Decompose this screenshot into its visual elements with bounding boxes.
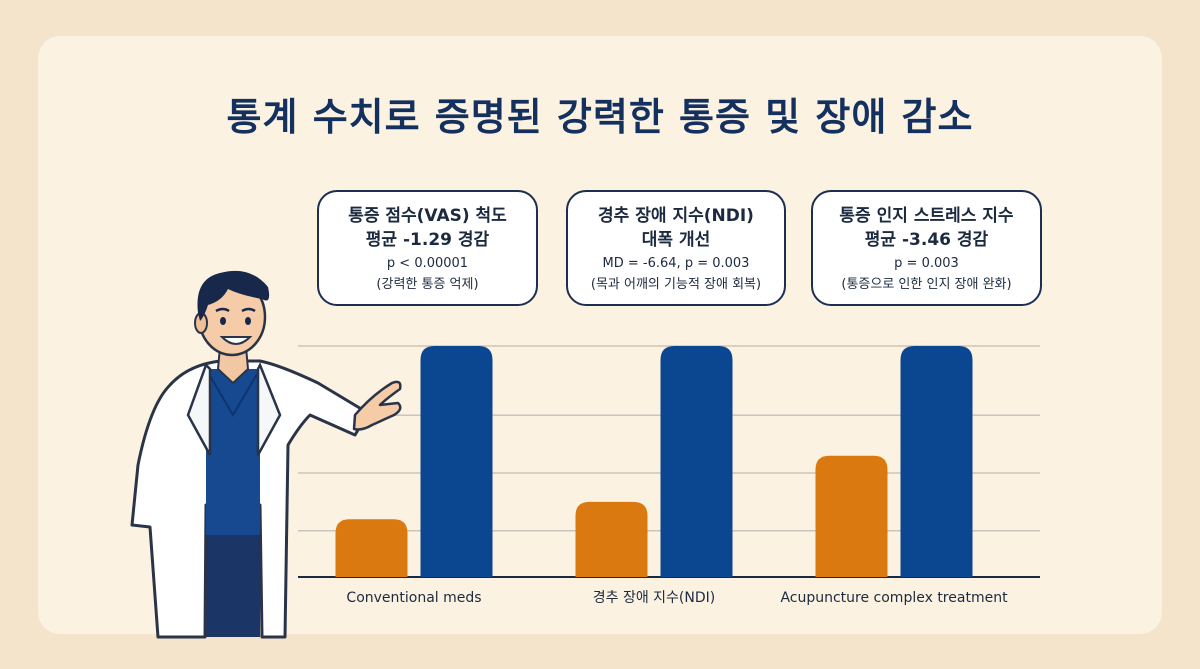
callout-note: (강력한 통증 억제) bbox=[376, 277, 479, 292]
callout-subheading: 대폭 개선 bbox=[641, 230, 711, 250]
callout-note: (목과 어깨의 기능적 장애 회복) bbox=[590, 277, 762, 292]
x-tick-label: 경추 장애 지수(NDI) bbox=[593, 590, 716, 606]
bar-orange bbox=[335, 519, 408, 577]
bar-blue bbox=[420, 346, 493, 577]
chart-bars bbox=[335, 346, 973, 577]
bar-blue bbox=[660, 346, 733, 577]
x-tick-label: Conventional meds bbox=[346, 590, 481, 606]
bar-orange bbox=[575, 501, 648, 577]
callout-subheading: 평균 -1.29 경감 bbox=[365, 230, 490, 250]
callout-subheading: 평균 -3.46 경감 bbox=[864, 230, 989, 250]
callout-heading: 통증 인지 스트레스 지수 bbox=[839, 206, 1014, 226]
callout-stress: 통증 인지 스트레스 지수 평균 -3.46 경감 p = 0.003 (통증으… bbox=[811, 190, 1042, 306]
x-axis-labels: Conventional meds 경추 장애 지수(NDI) Acupunctur… bbox=[346, 590, 1008, 606]
bar-blue bbox=[900, 346, 973, 577]
callout-vas: 통증 점수(VAS) 척도 평균 -1.29 경감 p < 0.00001 (강… bbox=[317, 190, 538, 306]
callout-stat: MD = -6.64, p = 0.003 bbox=[602, 256, 750, 271]
page-title: 통계 수치로 증명된 강력한 통증 및 장애 감소 bbox=[226, 95, 974, 139]
x-tick-label: Acupuncture complex treatment bbox=[780, 590, 1008, 606]
callout-stat: p < 0.00001 bbox=[386, 256, 469, 271]
bar-orange bbox=[815, 455, 888, 577]
callout-ndi: 경추 장애 지수(NDI) 대폭 개선 MD = -6.64, p = 0.00… bbox=[566, 190, 786, 306]
callout-stat: p = 0.003 bbox=[894, 256, 959, 271]
doctor-illustration bbox=[130, 270, 402, 639]
callout-note: (통증으로 인한 인지 장애 완화) bbox=[841, 277, 1012, 292]
callout-heading: 통증 점수(VAS) 척도 bbox=[348, 206, 507, 226]
callout-heading: 경추 장애 지수(NDI) bbox=[598, 206, 754, 226]
